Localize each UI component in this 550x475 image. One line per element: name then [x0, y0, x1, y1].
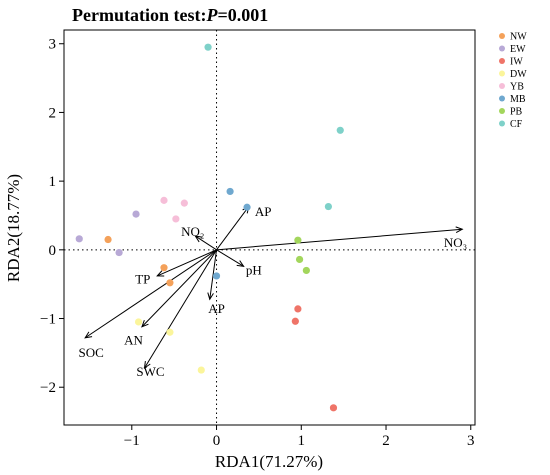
- legend-marker-pb: [499, 108, 505, 114]
- data-point-ew: [115, 248, 123, 257]
- biplot-arrows: NO₃ AP NO₂ pH AP TP SOC AN SWC: [78, 204, 467, 379]
- y-tick-label: 1: [49, 174, 57, 190]
- chart-title: Permutation test:P=0.001: [72, 5, 268, 25]
- y-tick-label: 0: [49, 243, 57, 259]
- data-point-iw: [291, 317, 299, 325]
- arrow-shaft: [216, 249, 244, 267]
- arrow-head: [194, 235, 203, 243]
- x-tick-label: 0: [213, 433, 221, 449]
- arrow-head: [156, 270, 165, 277]
- legend-marker-yb: [499, 83, 505, 89]
- legend-label-pb: PB: [510, 107, 523, 118]
- legend-marker-dw: [499, 70, 505, 77]
- arrow-head: [84, 331, 93, 339]
- data-point-mb: [226, 187, 234, 196]
- y-axis-ticks: −2 −1 0 1 2 3: [40, 37, 64, 396]
- x-tick-label: 1: [298, 433, 306, 449]
- legend-marker-mb: [499, 95, 505, 102]
- x-tick-label: 2: [382, 433, 390, 449]
- data-point-mb: [212, 272, 221, 280]
- legend-label-dw: DW: [510, 69, 527, 80]
- arrow-shaft: [84, 249, 217, 339]
- x-tick-label: −1: [124, 433, 140, 449]
- sample-points: [75, 43, 344, 412]
- arrow-label: NO₂: [181, 224, 204, 239]
- arrow-head: [143, 360, 151, 370]
- data-point-yb: [172, 215, 180, 223]
- arrow-label: pH: [246, 262, 262, 277]
- data-point-dw: [197, 366, 205, 374]
- reference-lines: [64, 30, 475, 425]
- data-point-cf: [324, 202, 332, 211]
- data-point-yb: [160, 196, 168, 204]
- data-point-pb: [294, 236, 302, 244]
- arrow-shaft: [141, 249, 217, 328]
- data-point-dw: [134, 318, 143, 326]
- plot-frame: [63, 29, 476, 426]
- x-axis-label: RDA1(71.27%): [215, 452, 323, 471]
- legend-label-iw: IW: [510, 57, 523, 68]
- data-point-nw: [160, 264, 168, 272]
- data-point-pb: [295, 255, 304, 264]
- data-point-nw: [104, 235, 112, 244]
- legend-marker-iw: [499, 58, 505, 64]
- y-tick-label: 2: [49, 105, 57, 121]
- arrow-shaft: [195, 235, 217, 251]
- y-tick-label: −1: [40, 312, 56, 328]
- arrow-label: SWC: [136, 364, 164, 379]
- arrow-shaft: [216, 206, 250, 251]
- y-tick-label: −2: [40, 380, 56, 396]
- arrow-shaft: [209, 249, 218, 300]
- data-point-mb: [243, 203, 251, 211]
- arrow-shaft: [157, 249, 217, 277]
- legend-label-ew: EW: [510, 44, 526, 55]
- data-point-pb: [302, 266, 310, 275]
- arrow-label: AP: [208, 301, 225, 316]
- legend-label-yb: YB: [510, 82, 524, 93]
- arrow-label: AN: [124, 333, 143, 348]
- data-point-nw: [166, 279, 174, 287]
- legend-marker-ew: [499, 45, 505, 52]
- data-point-ew: [132, 210, 140, 218]
- arrow-label: AP: [255, 204, 272, 219]
- arrow-head: [236, 260, 245, 267]
- legend-label-cf: CF: [510, 119, 523, 130]
- y-axis-label: RDA2(18.77%): [4, 174, 23, 282]
- data-point-dw: [166, 328, 174, 336]
- legend-marker-nw: [499, 33, 505, 39]
- legend-label-mb: MB: [510, 94, 526, 105]
- data-point-iw: [294, 305, 302, 313]
- arrow-head: [455, 226, 464, 234]
- x-tick-label: 3: [467, 433, 475, 449]
- arrow-label: NO₃: [444, 235, 467, 250]
- legend-marker-cf: [499, 120, 505, 127]
- arrow-label: SOC: [78, 345, 103, 360]
- legend-label-nw: NW: [510, 32, 527, 43]
- data-point-cf: [336, 126, 344, 134]
- y-tick-label: 3: [49, 37, 57, 53]
- arrow-shaft: [216, 228, 463, 251]
- data-point-ew: [75, 235, 83, 243]
- x-axis-ticks: −1 0 1 2 3: [124, 425, 475, 449]
- arrow-head: [141, 320, 149, 328]
- data-point-iw: [329, 404, 338, 412]
- data-point-yb: [180, 199, 188, 207]
- arrow-head: [207, 292, 214, 301]
- data-point-cf: [204, 43, 212, 51]
- arrow-shaft: [144, 249, 217, 369]
- arrow-label: TP: [135, 271, 150, 286]
